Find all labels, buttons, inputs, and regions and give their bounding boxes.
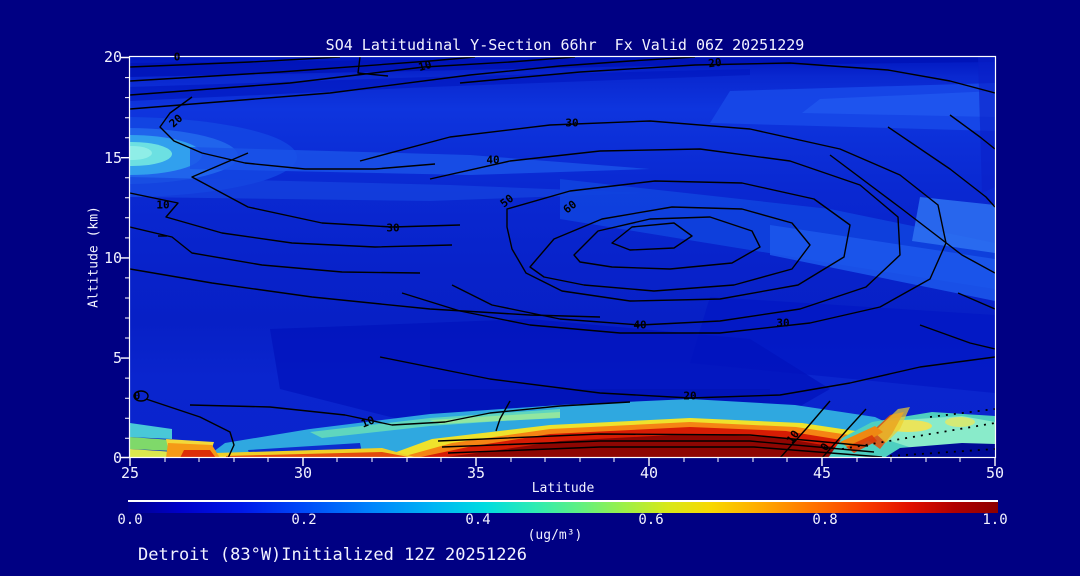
x-axis-label: Latitude [531, 481, 595, 496]
contour-label: 20 [683, 389, 697, 403]
contour-label: 30 [776, 316, 790, 330]
colorbar-tick: 0.8 [812, 512, 838, 528]
contour-lines [130, 57, 995, 458]
contour-label: 40 [633, 318, 647, 332]
x-tick-25: 25 [120, 464, 140, 482]
colorbar-tick: 1.0 [982, 512, 1008, 528]
y-tick-5: 5 [112, 349, 122, 367]
contour-label: 20 [707, 55, 723, 71]
y-tick-15: 15 [103, 149, 122, 167]
colorbar [128, 500, 998, 513]
footer-init-text: Detroit (83°W)Initialized 12Z 20251226 [138, 545, 527, 565]
contour-label: 30 [565, 116, 579, 130]
y-tick-20: 20 [103, 48, 122, 66]
x-tick-50: 50 [985, 464, 1005, 482]
field-shading [130, 57, 995, 458]
x-tick-45: 45 [812, 464, 832, 482]
y-tick-10: 10 [103, 249, 122, 267]
contour-label: 40 [486, 153, 500, 167]
colorbar-tick: 0.4 [465, 512, 491, 528]
x-tick-40: 40 [639, 464, 659, 482]
colorbar-tick: 0.2 [291, 512, 317, 528]
contour-label: 0 [133, 389, 141, 403]
colorbar-tick: 0.6 [638, 512, 664, 528]
plot-frame [121, 55, 997, 466]
x-tick-35: 35 [466, 464, 486, 482]
y-tick-0: 0 [112, 449, 122, 467]
plot-title: SO4 Latitudinal Y-Section 66hr Fx Valid … [325, 36, 805, 54]
x-tick-30: 30 [293, 464, 313, 482]
contour-label: 10 [156, 198, 170, 212]
colorbar-tick: 0.0 [117, 512, 143, 528]
contour-label: 0 [173, 50, 181, 64]
contour-label: 30 [386, 221, 400, 235]
colorbar-units: (ug/m³) [527, 528, 583, 543]
